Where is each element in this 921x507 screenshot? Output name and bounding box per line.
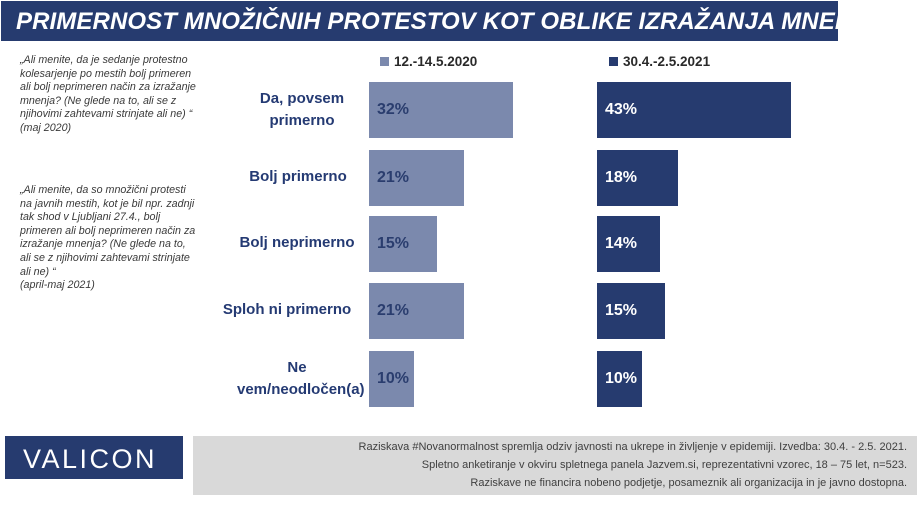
- title-bar: PRIMERNOST MNOŽIČNIH PROTESTOV KOT OBLIK…: [1, 1, 883, 41]
- bar-2021: [597, 216, 660, 272]
- bar-2021: [597, 150, 678, 206]
- bar-2020: [369, 283, 464, 339]
- question-2020-text: „Ali menite, da je sedanje protestno kol…: [20, 54, 196, 121]
- question-2020: „Ali menite, da je sedanje protestno kol…: [20, 54, 196, 136]
- legend-item-2021: 30.4.-2.5.2021: [609, 53, 710, 69]
- category-label: Sploh ni primerno: [222, 301, 352, 318]
- question-2021-period: (april-maj 2021): [20, 279, 95, 292]
- page-title: PRIMERNOST MNOŽIČNIH PROTESTOV KOT OBLIK…: [16, 8, 884, 35]
- category-label: Bolj primerno: [249, 168, 347, 185]
- bar-2020: [369, 351, 414, 407]
- bar-2020: [369, 82, 513, 138]
- data-label-2020: 15%: [377, 235, 410, 252]
- category-label: Bolj neprimerno: [239, 234, 355, 251]
- data-label-2020: 10%: [377, 370, 410, 387]
- data-label-2020: 21%: [377, 169, 410, 186]
- legend-swatch-2021: [609, 56, 618, 66]
- data-label-2021: 18%: [605, 169, 638, 186]
- legend-label-2021: 30.4.-2.5.2021: [623, 53, 711, 69]
- bar-2020: [369, 216, 437, 272]
- bar-2021: [597, 283, 665, 339]
- question-2020-period: (maj 2020): [20, 121, 72, 134]
- data-label-2021: 43%: [605, 101, 638, 118]
- bar-2021: [597, 351, 642, 407]
- valicon-logo: VALICON: [5, 436, 183, 479]
- data-label-2021: 15%: [605, 302, 638, 319]
- data-label-2021: 14%: [605, 235, 638, 252]
- data-label-2020: 32%: [377, 101, 410, 118]
- bar-2021: [597, 82, 791, 138]
- data-label-2021: 10%: [605, 370, 638, 387]
- footer-line-3: Raziskave ne financira nobeno podjetje, …: [470, 477, 907, 489]
- footer-note: Raziskava #Novanormalnost spremlja odziv…: [193, 436, 917, 495]
- bar-2020: [369, 150, 464, 206]
- logo-text: VALICON: [23, 444, 158, 474]
- question-2021: „Ali menite, da so množični protesti na …: [20, 184, 196, 293]
- legend-item-2020: 12.-14.5.2020: [380, 53, 477, 69]
- data-label-2020: 21%: [377, 302, 410, 319]
- legend-label-2020: 12.-14.5.2020: [394, 53, 478, 69]
- footer-line-1: Raziskava #Novanormalnost spremlja odziv…: [358, 441, 907, 453]
- footer-line-2: Spletno anketiranje v okviru spletnega p…: [421, 459, 907, 471]
- question-2021-text: „Ali menite, da so množični protesti na …: [20, 184, 196, 278]
- legend-swatch-2020: [380, 56, 389, 66]
- category-label: Da, povsem primerno: [259, 90, 345, 129]
- category-label: Ne vem/neodločen(a): [237, 359, 365, 398]
